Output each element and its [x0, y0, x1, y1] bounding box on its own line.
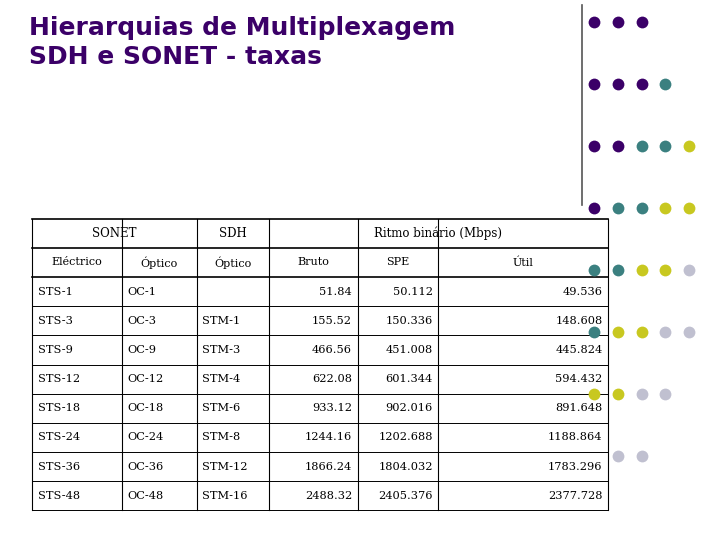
Text: 49.536: 49.536 — [562, 287, 603, 296]
Text: STS-24: STS-24 — [38, 433, 81, 442]
Text: STM-6: STM-6 — [202, 403, 240, 413]
Text: STS-3: STS-3 — [38, 316, 73, 326]
Text: 601.344: 601.344 — [385, 374, 433, 384]
Text: SDH: SDH — [219, 227, 246, 240]
Text: OC-1: OC-1 — [127, 287, 156, 296]
Text: 51.84: 51.84 — [320, 287, 352, 296]
Text: STM-8: STM-8 — [202, 433, 240, 442]
Text: 594.432: 594.432 — [555, 374, 603, 384]
Text: 155.52: 155.52 — [312, 316, 352, 326]
Text: STM-4: STM-4 — [202, 374, 240, 384]
Text: Ritmo binário (Mbps): Ritmo binário (Mbps) — [374, 227, 503, 240]
Text: Útil: Útil — [513, 257, 534, 268]
Text: Eléctrico: Eléctrico — [52, 258, 102, 267]
Text: 1804.032: 1804.032 — [378, 462, 433, 471]
Text: STS-1: STS-1 — [38, 287, 73, 296]
Text: STM-12: STM-12 — [202, 462, 248, 471]
Text: OC-12: OC-12 — [127, 374, 163, 384]
Text: 150.336: 150.336 — [385, 316, 433, 326]
Text: 445.824: 445.824 — [555, 345, 603, 355]
Text: 622.08: 622.08 — [312, 374, 352, 384]
Text: SPE: SPE — [387, 258, 410, 267]
Text: 2405.376: 2405.376 — [378, 491, 433, 501]
Text: STM-16: STM-16 — [202, 491, 248, 501]
Text: OC-24: OC-24 — [127, 433, 163, 442]
Text: 891.648: 891.648 — [555, 403, 603, 413]
Text: 466.56: 466.56 — [312, 345, 352, 355]
Text: 933.12: 933.12 — [312, 403, 352, 413]
Text: 902.016: 902.016 — [385, 403, 433, 413]
Text: STS-12: STS-12 — [38, 374, 81, 384]
Text: STS-36: STS-36 — [38, 462, 81, 471]
Text: 148.608: 148.608 — [555, 316, 603, 326]
Text: STM-3: STM-3 — [202, 345, 240, 355]
Text: Hierarquias de Multiplexagem
SDH e SONET - taxas: Hierarquias de Multiplexagem SDH e SONET… — [29, 16, 455, 69]
Text: 2488.32: 2488.32 — [305, 491, 352, 501]
Text: 1188.864: 1188.864 — [548, 433, 603, 442]
Text: 1866.24: 1866.24 — [305, 462, 352, 471]
Text: Óptico: Óptico — [140, 256, 178, 269]
Text: Bruto: Bruto — [297, 258, 329, 267]
Text: STS-18: STS-18 — [38, 403, 81, 413]
Text: Óptico: Óptico — [214, 256, 251, 269]
Text: 1783.296: 1783.296 — [548, 462, 603, 471]
Text: 1244.16: 1244.16 — [305, 433, 352, 442]
Text: STS-9: STS-9 — [38, 345, 73, 355]
Text: OC-48: OC-48 — [127, 491, 163, 501]
Text: SONET: SONET — [92, 227, 137, 240]
Text: STM-1: STM-1 — [202, 316, 240, 326]
Text: STS-48: STS-48 — [38, 491, 81, 501]
Text: OC-36: OC-36 — [127, 462, 163, 471]
Text: 2377.728: 2377.728 — [548, 491, 603, 501]
Text: OC-18: OC-18 — [127, 403, 163, 413]
Text: 451.008: 451.008 — [385, 345, 433, 355]
Text: OC-3: OC-3 — [127, 316, 156, 326]
Text: 50.112: 50.112 — [392, 287, 433, 296]
Text: 1202.688: 1202.688 — [378, 433, 433, 442]
Text: OC-9: OC-9 — [127, 345, 156, 355]
